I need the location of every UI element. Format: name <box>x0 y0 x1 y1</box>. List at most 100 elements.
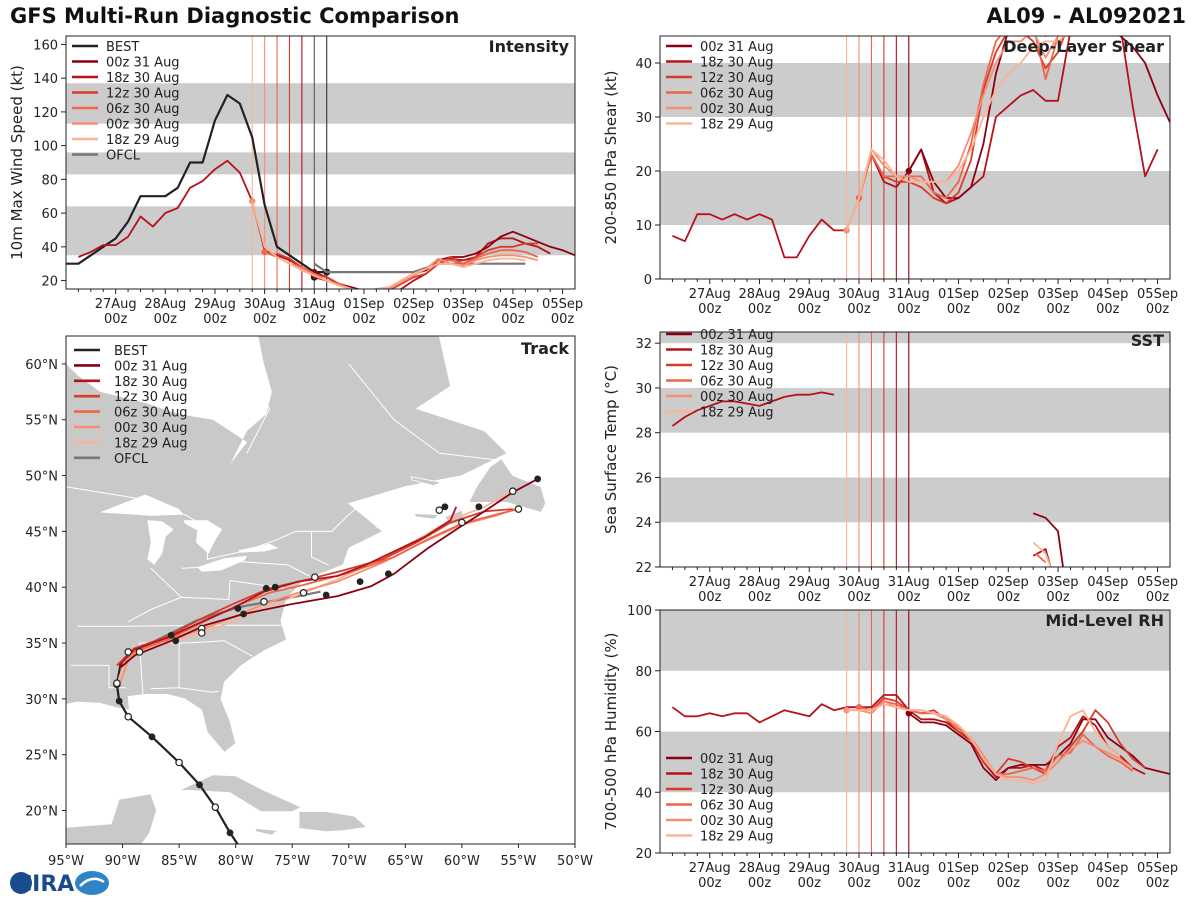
rh-legend-label-06z-30-aug: 06z 30 Aug <box>700 799 774 814</box>
rh-panel-title: Mid-Level RH <box>1045 611 1164 630</box>
track-xtick-label: 55°W <box>500 854 536 869</box>
rh-xtick-day: 02Sep <box>988 861 1029 876</box>
sst-xtick-hour: 00z <box>897 590 921 605</box>
shear-xtick-day: 03Sep <box>1038 287 1079 302</box>
intensity-xtick-hour: 00z <box>501 312 525 327</box>
track-frame <box>65 335 576 845</box>
logo-text: CIRA <box>16 872 74 897</box>
track-point-filled-best-3 <box>115 697 123 705</box>
intensity-xtick-day: 30Aug <box>244 297 286 312</box>
intensity-xtick-hour: 00z <box>154 312 178 327</box>
shear-xtick-hour: 00z <box>1146 302 1170 317</box>
shear-xtick-day: 04Sep <box>1087 287 1128 302</box>
intensity-legend-label-18z-30-aug: 18z 30 Aug <box>106 71 180 86</box>
intensity-series-ofcl <box>313 262 526 274</box>
sst-xtick-hour: 00z <box>997 590 1021 605</box>
shear-legend-label-06z-30-aug: 06z 30 Aug <box>700 87 774 102</box>
sst-panel-title: SST <box>1131 331 1164 350</box>
track-point-hollow-00z-30-aug-0 <box>124 648 133 656</box>
rh-xtick-hour: 00z <box>897 876 921 891</box>
rh-xtick-hour: 00z <box>1096 876 1120 891</box>
shear-ytick-label: 20 <box>635 165 652 180</box>
intensity-init-point-5 <box>261 248 268 256</box>
track-point-hollow-18z-29-aug-3 <box>299 588 308 597</box>
track-ytick-label: 20°N <box>25 805 58 820</box>
shear-ytick-label: 0 <box>644 273 652 288</box>
intensity-ytick-label: 160 <box>33 38 58 53</box>
track-point-hollow-18z-29-aug-4 <box>311 573 319 581</box>
rh-xtick-day: 29Aug <box>788 861 830 876</box>
intensity-xtick-hour: 00z <box>104 312 128 327</box>
sst-series-18z-29-aug <box>1032 541 1052 567</box>
intensity-xtick-hour: 00z <box>253 312 277 327</box>
sst-ytick-label: 30 <box>635 382 652 397</box>
sst-band-2 <box>660 332 1170 344</box>
rh-init-point-3 <box>855 704 863 711</box>
intensity-ylabel: 10m Max Wind Speed (kt) <box>8 65 26 260</box>
track-point-filled-18z-30-aug-3 <box>441 503 449 511</box>
sst-legend-label-00z-31-aug: 00z 31 Aug <box>700 328 774 343</box>
rh-xtick-hour: 00z <box>698 876 722 891</box>
rh-ytick-label: 40 <box>635 786 652 801</box>
shear-ytick-label: 40 <box>635 57 652 72</box>
intensity-frame <box>65 35 576 290</box>
land-jamaica <box>254 827 279 836</box>
intensity-legend-label-12z-30-aug: 12z 30 Aug <box>106 87 180 102</box>
border-8 <box>229 580 292 590</box>
sst-xtick-day: 01Sep <box>938 575 979 590</box>
intensity-ytick-label: 100 <box>33 140 58 155</box>
track-legend-label-best: BEST <box>114 344 147 359</box>
track-series-18z-30-aug <box>118 506 458 667</box>
intensity-legend-label-ofcl: OFCL <box>106 149 141 164</box>
intensity-series-12z-30-aug <box>276 242 538 289</box>
track-point-filled-12z-30-aug-2 <box>475 503 483 511</box>
track-point-hollow-00z-30-aug-3 <box>458 518 466 527</box>
track-point-filled-best-1 <box>196 781 203 789</box>
track-map: 20°N 25°N 30°N 35°N 40°N 45°N 50°N 55°N 60°N 95°W… <box>25 335 593 869</box>
sst-legend-label-18z-29-aug: 18z 29 Aug <box>700 406 774 421</box>
sst-ytick-label: 32 <box>635 337 652 352</box>
rh-legend-label-00z-30-aug: 00z 30 Aug <box>700 814 774 829</box>
track-point-hollow-best-2 <box>124 712 133 721</box>
intensity-xtick-hour: 00z <box>203 312 227 327</box>
shear-series-00z-30-aug <box>845 36 1060 231</box>
shear-init-point-4 <box>843 227 850 234</box>
sst-xtick-day: 31Aug <box>888 575 930 590</box>
sst-xtick-day: 03Sep <box>1038 575 1079 590</box>
sst-series-06z-30-aug <box>1035 552 1047 564</box>
track-point-hollow-00z-30-aug-2 <box>260 597 268 606</box>
shear-xtick-day: 30Aug <box>838 287 880 302</box>
shear-xtick-hour: 00z <box>1046 302 1070 317</box>
intensity-series-18z-29-aug <box>251 201 526 289</box>
intensity-ytick-label: 20 <box>41 275 58 290</box>
track-point-filled-00z-31-aug-2 <box>322 591 330 599</box>
shear-legend-label-18z-29-aug: 18z 29 Aug <box>700 118 774 133</box>
track-point-filled-12z-30-aug-1 <box>271 583 279 591</box>
track-legend-label-18z-29-aug: 18z 29 Aug <box>114 436 188 451</box>
lake-5 <box>66 336 272 465</box>
sst-legend-label-12z-30-aug: 12z 30 Aug <box>700 359 774 374</box>
border-12 <box>150 567 231 601</box>
sst-xtick-day: 30Aug <box>838 575 880 590</box>
chart-main-title: GFS Multi-Run Diagnostic Comparison <box>10 4 460 28</box>
sst-plot-area <box>660 332 1170 567</box>
rh-ylabel: 700-500 hPa Humidity (%) <box>602 632 620 830</box>
intensity-panel-title: Intensity <box>489 37 570 56</box>
intensity-series-00z-30-aug <box>251 201 539 289</box>
track-xtick-label: 80°W <box>218 854 254 869</box>
shear-xtick-hour: 00z <box>1096 302 1120 317</box>
border-1 <box>105 624 285 627</box>
rh-band-1 <box>660 610 1170 671</box>
rh-legend-label-12z-30-aug: 12z 30 Aug <box>700 783 774 798</box>
shear-frame <box>659 35 1171 280</box>
track-ytick-label: 55°N <box>25 414 58 429</box>
sst-series-18z-30-aug <box>671 391 835 427</box>
intensity-xtick-day: 04Sep <box>492 297 533 312</box>
intensity-band-0 <box>66 206 575 256</box>
rh-xtick-hour: 00z <box>947 876 971 891</box>
shear-xtick-hour: 00z <box>798 302 822 317</box>
intensity-xtick-day: 03Sep <box>443 297 484 312</box>
track-panel-title: Track <box>521 339 569 358</box>
track-point-filled-00z-31-aug-1 <box>240 610 247 618</box>
sst-series-00z-31-aug <box>1032 512 1064 567</box>
